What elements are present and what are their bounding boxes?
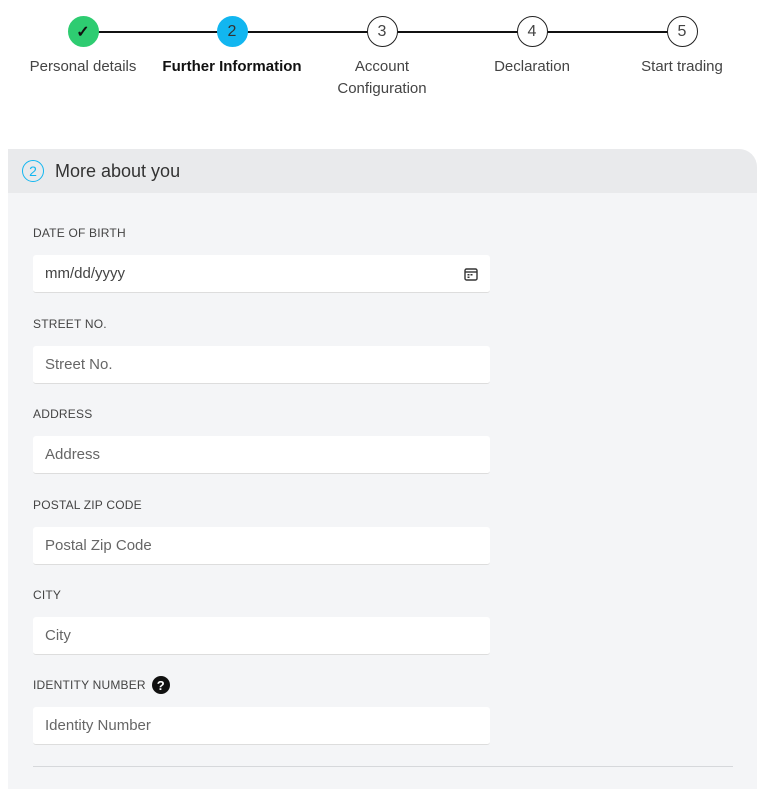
city-input[interactable] <box>33 617 490 655</box>
date-of-birth-input[interactable]: mm/dd/yyyy <box>33 255 490 293</box>
identity-number-field: IDENTITY NUMBER? <box>33 675 490 745</box>
date-placeholder: mm/dd/yyyy <box>45 265 126 282</box>
step-label: Start trading <box>641 58 723 75</box>
step-number: 4 <box>516 16 548 47</box>
field-label: STREET NO. <box>33 317 107 331</box>
step-further-information[interactable]: 2 Further Information <box>152 0 312 78</box>
section-title: More about you <box>55 160 181 181</box>
step-declaration[interactable]: 4 Declaration <box>452 0 612 78</box>
street-no-field: STREET NO. <box>33 314 490 384</box>
postal-zip-code-input[interactable] <box>33 527 490 565</box>
panel-header: 2 More about you <box>8 149 757 193</box>
postal-zip-code-field: POSTAL ZIP CODE <box>33 495 490 565</box>
step-label: Declaration <box>494 58 570 75</box>
step-personal-details[interactable]: ✓ Personal details <box>3 0 163 78</box>
divider <box>33 766 733 767</box>
field-label: DATE OF BIRTH <box>33 226 126 240</box>
city-field: CITY <box>33 585 490 655</box>
field-label: IDENTITY NUMBER <box>33 678 146 692</box>
step-number: 5 <box>666 16 698 47</box>
field-label: CITY <box>33 588 62 602</box>
check-icon: ✓ <box>67 16 99 47</box>
date-of-birth-field: DATE OF BIRTH mm/dd/yyyy <box>33 223 490 293</box>
help-icon[interactable]: ? <box>151 676 170 694</box>
field-label: ADDRESS <box>33 407 93 421</box>
step-label: Personal details <box>29 58 137 75</box>
street-no-input[interactable] <box>33 346 490 384</box>
more-about-you-panel: 2 More about you DATE OF BIRTH mm/dd/yyy… <box>8 149 757 789</box>
step-label: Further Information <box>162 58 302 75</box>
field-label: POSTAL ZIP CODE <box>33 498 142 512</box>
identity-number-input[interactable] <box>33 707 490 745</box>
step-account-configuration[interactable]: 3 Account Configuration <box>317 0 447 100</box>
step-label: Account Configuration <box>337 58 427 97</box>
step-start-trading[interactable]: 5 Start trading <box>602 0 762 78</box>
step-number: 3 <box>366 16 398 47</box>
step-number: 2 <box>216 16 248 47</box>
address-field: ADDRESS <box>33 404 490 474</box>
address-input[interactable] <box>33 436 490 474</box>
calendar-icon[interactable] <box>464 267 478 281</box>
section-number: 2 <box>22 160 44 182</box>
